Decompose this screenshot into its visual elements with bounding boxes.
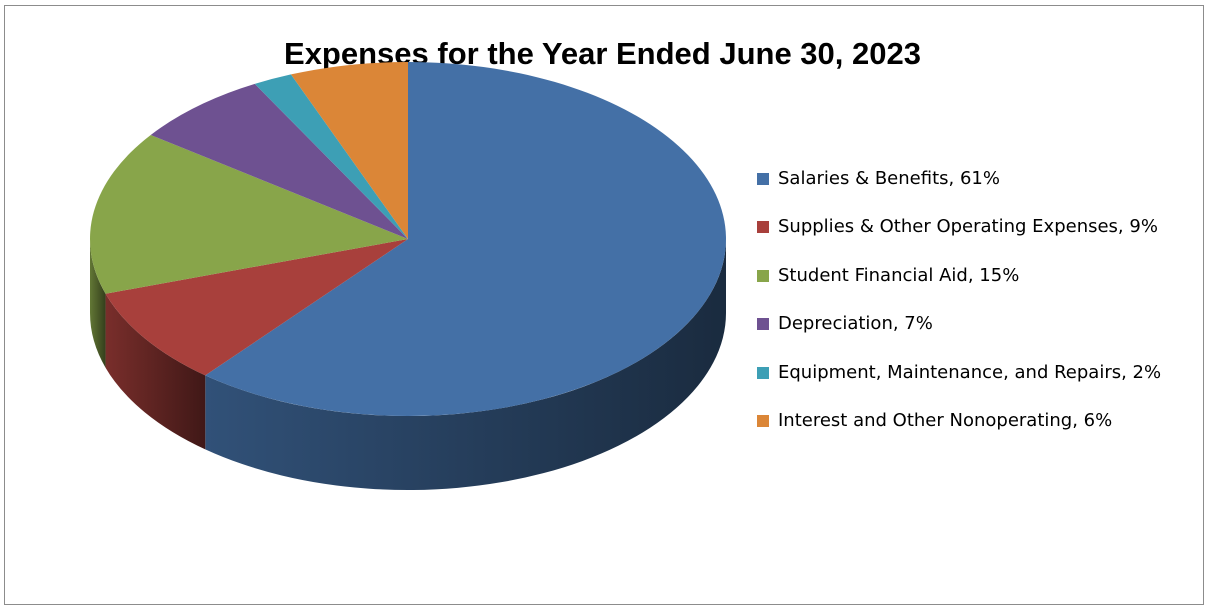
legend-label: Student Financial Aid, 15% xyxy=(778,264,1020,286)
pie-slice-student-financial-aid xyxy=(89,134,409,294)
pie-side-student-financial-aid xyxy=(90,239,106,368)
pie-side-supplies-other-operating-expenses xyxy=(105,293,206,450)
legend-item: Student Financial Aid, 15% xyxy=(757,265,1207,313)
pie-slice-supplies-other-operating-expenses xyxy=(105,239,408,376)
pie-slice-equipment-maintenance-and-repairs xyxy=(254,74,408,239)
legend-label: Interest and Other Nonoperating, 6% xyxy=(778,409,1113,431)
legend-label: Equipment, Maintenance, and Repairs, 2% xyxy=(778,361,1162,383)
chart-area: Expenses for the Year Ended June 30, 202… xyxy=(4,5,1204,605)
legend-label: Salaries & Benefits, 61% xyxy=(778,168,1000,189)
legend-item: Depreciation, 7% xyxy=(757,313,1207,361)
legend-swatch xyxy=(757,318,769,331)
legend-swatch xyxy=(757,269,769,282)
legend-label: Supplies & Other Operating Expenses, 9% xyxy=(778,216,1158,238)
pie-chart xyxy=(89,62,726,490)
legend-swatch xyxy=(757,221,769,234)
pie-slice-depreciation xyxy=(150,83,408,240)
legend-item: Supplies & Other Operating Expenses, 9% xyxy=(757,216,1207,264)
legend-swatch xyxy=(757,173,769,185)
pie-slice-interest-and-other-nonoperating xyxy=(290,62,408,239)
legend-swatch xyxy=(757,414,769,427)
legend: Salaries & Benefits, 61% Supplies & Other… xyxy=(757,168,1207,458)
legend-item: Salaries & Benefits, 61% xyxy=(757,168,1207,216)
pie-slice-salaries-benefits xyxy=(205,62,726,416)
pie-side-salaries-benefits xyxy=(205,239,726,490)
legend-label: Depreciation, 7% xyxy=(778,313,933,335)
legend-swatch xyxy=(757,366,769,379)
legend-item: Equipment, Maintenance, and Repairs, 2% xyxy=(757,362,1207,410)
legend-item: Interest and Other Nonoperating, 6% xyxy=(757,410,1207,458)
